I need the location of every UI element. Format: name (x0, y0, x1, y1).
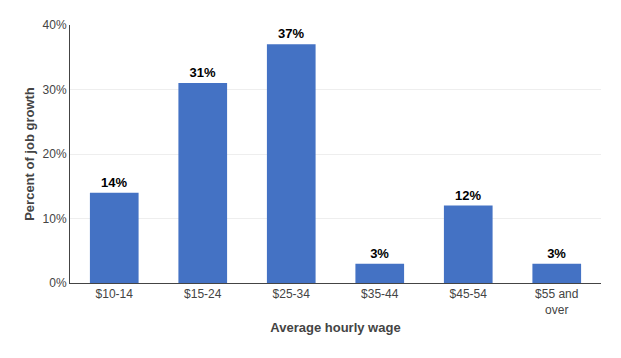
svg-text:20%: 20% (43, 147, 67, 161)
svg-text:31%: 31% (190, 65, 216, 80)
svg-text:$10-14: $10-14 (96, 287, 134, 301)
svg-text:3%: 3% (547, 246, 566, 261)
svg-text:37%: 37% (278, 26, 304, 41)
svg-text:10%: 10% (43, 212, 67, 226)
svg-text:Percent of job growth: Percent of job growth (22, 87, 37, 221)
svg-text:30%: 30% (43, 83, 67, 97)
svg-text:$55 andover: $55 andover (535, 287, 578, 317)
svg-text:$15-24: $15-24 (184, 287, 222, 301)
svg-text:14%: 14% (101, 175, 127, 190)
svg-text:$25-34: $25-34 (273, 287, 311, 301)
svg-text:Average hourly wage: Average hourly wage (270, 320, 400, 335)
svg-text:3%: 3% (370, 246, 389, 261)
svg-text:0%: 0% (49, 276, 67, 290)
svg-text:40%: 40% (43, 18, 67, 32)
svg-text:12%: 12% (455, 188, 481, 203)
svg-text:$45-54: $45-54 (450, 287, 488, 301)
svg-text:$35-44: $35-44 (361, 287, 399, 301)
